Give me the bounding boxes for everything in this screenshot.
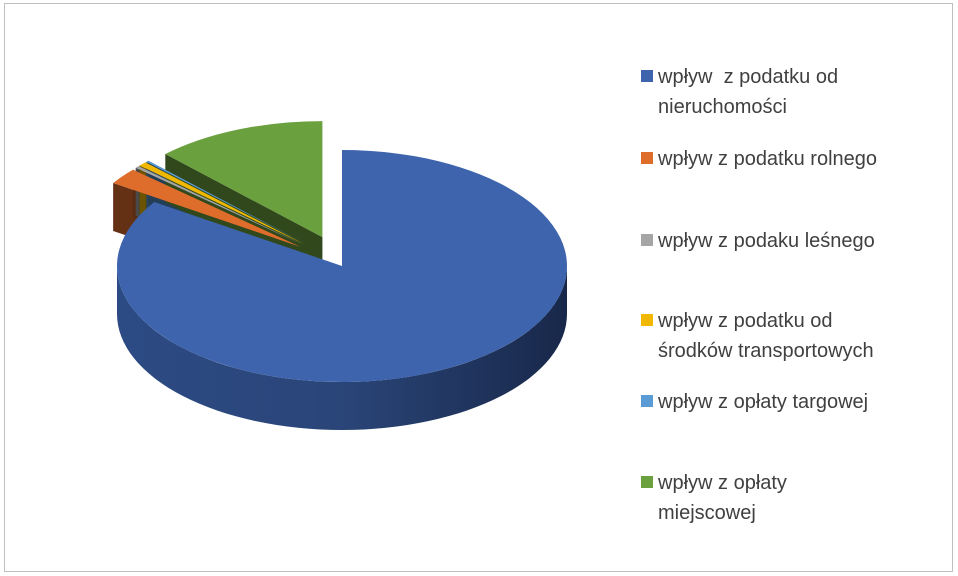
pie-slice-4 (146, 160, 306, 244)
legend-swatch-targowa (641, 395, 653, 407)
chart-area: wpływ z podatku od nieruchomości wpływ z… (4, 3, 953, 572)
legend-item-nieruchomosci: wpływ z podatku od nieruchomości (641, 62, 943, 122)
legend-item-miejscowa: wpływ z opłaty miejscowej (641, 468, 943, 528)
legend-item-transport: wpływ z podatku od środków transportowyc… (641, 306, 943, 366)
legend-swatch-miejscowa (641, 476, 653, 488)
legend-label-nieruchomosci: wpływ z podatku od nieruchomości (658, 66, 839, 118)
legend-label-targowa: wpływ z opłaty targowej (658, 391, 869, 413)
pie-chart (113, 121, 567, 430)
legend-item-lesny: wpływ z podaku leśnego (641, 226, 943, 256)
legend-label-transport: wpływ z podatku od środków transportowyc… (658, 310, 874, 362)
legend-swatch-transport (641, 314, 653, 326)
legend-item-targowa: wpływ z opłaty targowej (641, 387, 943, 417)
legend-label-miejscowa: wpływ z opłaty miejscowej (658, 472, 787, 524)
pie-slice-0 (116, 150, 567, 382)
legend-swatch-nieruchomosci (641, 70, 653, 82)
legend-item-rolny: wpływ z podatku rolnego (641, 144, 943, 174)
legend-label-rolny: wpływ z podatku rolnego (658, 148, 878, 170)
legend-label-lesny: wpływ z podaku leśnego (658, 230, 875, 252)
pie-slice-3 (139, 162, 305, 245)
pie-side-0 (117, 266, 567, 430)
legend-swatch-lesny (641, 234, 653, 246)
pie-slice-5 (165, 121, 323, 238)
pie-slice-2 (135, 166, 304, 246)
legend-swatch-rolny (641, 152, 653, 164)
pie-slice-1 (113, 169, 301, 247)
pie-tops (113, 121, 567, 382)
